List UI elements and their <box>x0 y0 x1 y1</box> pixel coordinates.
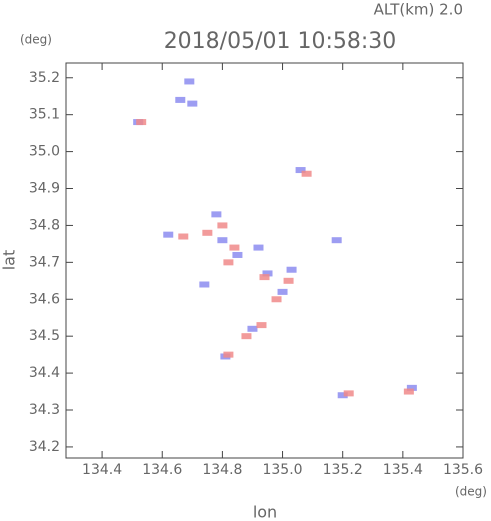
y-tick-label: 35.0 <box>29 144 60 160</box>
echo-point <box>187 100 198 107</box>
echo-point <box>262 270 273 277</box>
altitude-label: ALT(km) 2.0 <box>374 1 463 19</box>
echo-point <box>217 237 228 244</box>
x-tick-label: 135.2 <box>323 462 363 478</box>
echo-point <box>343 390 354 397</box>
x-axis-label: lon <box>253 503 277 521</box>
plot-frame <box>65 62 464 459</box>
echo-point <box>331 237 342 244</box>
y-tick-label: 34.3 <box>29 402 60 418</box>
echo-point <box>259 274 270 281</box>
y-tick-label: 34.9 <box>29 181 60 197</box>
y-tick-label: 34.8 <box>29 217 60 233</box>
echo-point <box>241 333 252 340</box>
echo-point <box>184 78 195 85</box>
echo-point <box>256 322 267 329</box>
echo-point <box>217 222 228 229</box>
echo-point <box>247 325 258 332</box>
echo-point <box>283 277 294 284</box>
echo-point <box>253 244 264 251</box>
chart-title: 2018/05/01 10:58:30 <box>164 29 397 54</box>
x-unit: (deg) <box>455 485 487 499</box>
echo-point <box>175 96 186 103</box>
echo-point <box>223 259 234 266</box>
echo-point <box>301 170 312 177</box>
x-tick-label: 135.0 <box>262 462 302 478</box>
y-tick-label: 34.2 <box>29 439 60 455</box>
y-tick-label: 34.4 <box>29 365 60 381</box>
echo-point <box>199 281 210 288</box>
y-tick-label: 35.1 <box>29 107 60 123</box>
echo-point <box>277 288 288 295</box>
echo-point <box>202 229 213 236</box>
echo-point <box>223 351 234 358</box>
y-tick-label: 34.7 <box>29 254 60 270</box>
x-tick-label: 134.6 <box>142 462 182 478</box>
echo-point <box>271 296 282 303</box>
echo-point <box>229 244 240 251</box>
echo-point <box>232 251 243 258</box>
x-tick-label: 134.4 <box>82 462 122 478</box>
y-unit: (deg) <box>20 33 52 47</box>
echo-point <box>178 233 189 240</box>
echo-point <box>295 167 306 174</box>
x-tick-label: 134.8 <box>202 462 242 478</box>
echo-point <box>211 211 222 218</box>
y-tick-label: 34.5 <box>29 328 60 344</box>
y-tick-label: 35.2 <box>29 70 60 86</box>
echo-point <box>136 119 147 126</box>
echo-point <box>337 392 348 399</box>
x-tick-label: 135.6 <box>443 462 483 478</box>
echo-point <box>403 388 414 395</box>
echo-point <box>286 266 297 273</box>
y-axis-label: lat <box>0 250 19 271</box>
y-tick-label: 34.6 <box>29 291 60 307</box>
echo-point <box>406 384 417 391</box>
x-tick-label: 135.4 <box>383 462 423 478</box>
echo-point <box>163 231 174 238</box>
